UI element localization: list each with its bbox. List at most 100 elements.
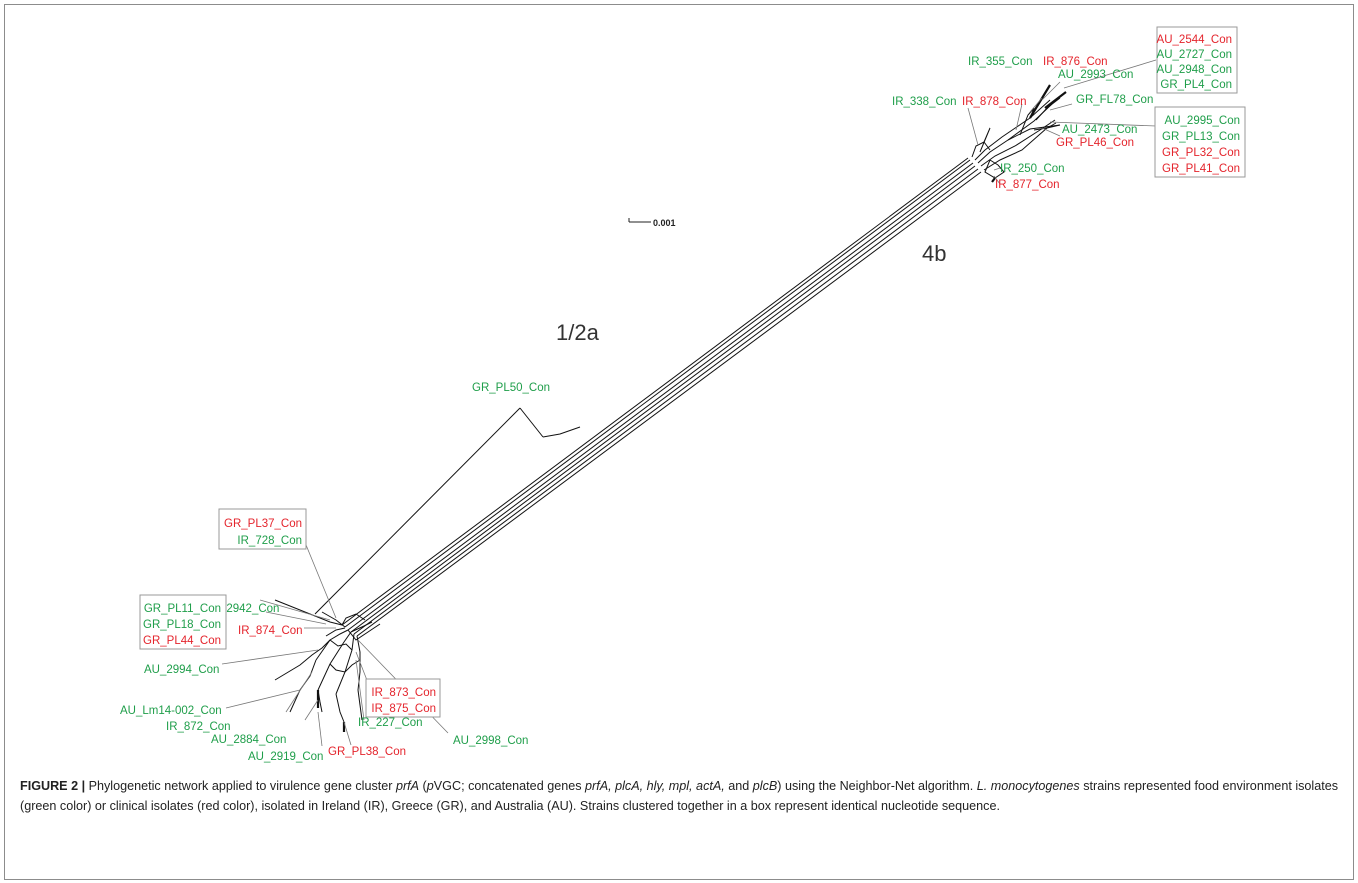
leader-line — [259, 599, 331, 621]
taxon-label: AU_2473_Con — [1062, 124, 1137, 136]
trunk-split-edge — [347, 162, 974, 631]
taxon-label: GR_PL38_Con — [328, 746, 406, 758]
leader-line — [265, 611, 327, 625]
network-split-edge — [274, 639, 331, 681]
taxon-label: AU_Lm14-002_Con — [120, 705, 222, 717]
taxon-label: AU_2998_Con — [453, 735, 528, 747]
network-split-edge — [519, 407, 544, 438]
leader-line — [1041, 127, 1061, 137]
terminal-branch — [1044, 91, 1067, 109]
taxon-label: GR_PL46_Con — [1056, 137, 1134, 149]
figure-frame — [4, 4, 1354, 880]
leader-line — [993, 167, 1001, 171]
caption-text: VGC; concatenated genes — [433, 779, 586, 793]
identical-sequence-box — [365, 678, 441, 718]
identical-sequence-boxes: AU_2544_Con AU_2727_Con AU_2948_Con GR_PL4_… — [139, 26, 1246, 718]
network-split-edge — [357, 689, 363, 721]
taxon-label: IR_874_Con — [238, 625, 303, 637]
boxed-taxon-label: GR_PL18_Con — [143, 619, 221, 631]
identical-sequence-box — [1154, 106, 1246, 178]
caption-text: and — [724, 779, 753, 793]
network-split-edge — [325, 627, 346, 637]
trunk-split-edge — [356, 171, 982, 637]
terminal-branch — [991, 177, 996, 183]
scale-bar: 0.001 — [628, 218, 676, 228]
taxon-label: GR_FL78_Con — [1076, 94, 1153, 106]
taxon-label: AU_2884_Con — [211, 734, 286, 746]
boxed-taxon-label: GR_PL11_Con — [144, 603, 221, 615]
boxed-taxon-label: GR_PL4_Con — [1160, 79, 1232, 91]
caption-italic: prfA, plcA, hly, mpl, actA, — [585, 779, 725, 793]
network-split-edge — [315, 629, 349, 661]
boxed-taxon-label: AU_2948_Con — [1157, 64, 1232, 76]
network-split-edge — [356, 635, 361, 691]
caption-figure-number: FIGURE 2 | — [20, 779, 86, 793]
taxon-label: GR_PL50_Con — [472, 382, 550, 394]
leader-line — [343, 721, 352, 746]
network-split-edge — [542, 426, 581, 438]
trunk-split-edge — [353, 168, 979, 635]
network-split-edge — [984, 159, 1005, 179]
network-split-edge — [274, 599, 343, 626]
taxon-label: IR_227_Con — [358, 717, 423, 729]
boxed-taxon-label: AU_2995_Con — [1165, 115, 1240, 127]
terminal-branch — [1029, 84, 1051, 119]
trunk-split-edge — [341, 157, 969, 626]
network-split-edge — [317, 631, 352, 691]
taxon-label: IR_878_Con — [962, 96, 1027, 108]
caption-italic: prfA — [395, 779, 420, 793]
identical-sequence-box — [1156, 26, 1238, 94]
leader-line — [1041, 81, 1061, 101]
phylogenetic-network: 0.001 4b 1/2a IR_355_Con IR_876_Con AU_299… — [120, 26, 1246, 763]
network-split-edge — [341, 613, 366, 626]
boxed-taxon-label: GR_PL37_Con — [224, 518, 302, 530]
leader-line — [285, 671, 313, 713]
leader-line — [304, 699, 319, 721]
leader-line — [993, 175, 1001, 185]
group-label-4b: 4b — [922, 241, 946, 266]
leader-line — [1049, 103, 1073, 111]
network-split-edge — [347, 623, 381, 641]
leader-line — [225, 689, 301, 709]
leader-line — [317, 711, 323, 747]
taxon-label: IR_338_Con — [892, 96, 957, 108]
boxed-taxon-label: GR_PL13_Con — [1162, 131, 1240, 143]
network-split-edge — [335, 693, 345, 723]
caption-text: Phylogenetic network applied to virulenc… — [85, 779, 396, 793]
boxed-taxon-label: GR_PL41_Con — [1162, 163, 1240, 175]
network-split-edge — [350, 621, 373, 633]
leader-line — [221, 649, 319, 665]
leader-line — [1029, 97, 1043, 113]
identical-sequence-box — [139, 594, 227, 650]
trunk-split-edge — [344, 159, 971, 628]
taxon-label: IR_877_Con — [995, 179, 1060, 191]
caption-text: ( — [419, 779, 427, 793]
leader-line — [1049, 121, 1157, 127]
taxon-label: AU_2919_Con — [248, 751, 323, 763]
network-split-edge — [979, 127, 991, 153]
network-split-edge — [335, 633, 355, 695]
leader-line — [1015, 103, 1023, 131]
group-label-1-2a: 1/2a — [556, 320, 600, 345]
caption-italic: p — [426, 779, 434, 793]
network-split-edge — [329, 652, 361, 673]
boxed-taxon-label: GR_PL32_Con — [1162, 147, 1240, 159]
network-split-edge — [974, 99, 1051, 161]
taxon-label: AU_2994_Con — [144, 664, 219, 676]
taxon-label: IR_876_Con — [1043, 56, 1108, 68]
boxed-taxon-label: AU_2727_Con — [1157, 49, 1232, 61]
caption-text: strains represented food environment iso… — [20, 779, 1339, 813]
taxon-label: IR_355_Con — [968, 56, 1033, 68]
taxon-label: IR_250_Con — [1000, 163, 1065, 175]
identical-sequence-box — [218, 508, 307, 550]
trunk-split-edge — [350, 165, 976, 633]
network-edges — [274, 84, 1067, 732]
taxon-label: IR_872_Con — [166, 721, 231, 733]
boxed-taxon-label: IR_873_Con — [371, 687, 436, 699]
boxed-taxon-label: IR_728_Con — [237, 535, 302, 547]
caption-italic: L. monocytogenes — [976, 779, 1080, 793]
network-split-edge — [1033, 122, 1057, 131]
leader-line — [355, 659, 365, 721]
caption-italic: plcB — [752, 779, 778, 793]
